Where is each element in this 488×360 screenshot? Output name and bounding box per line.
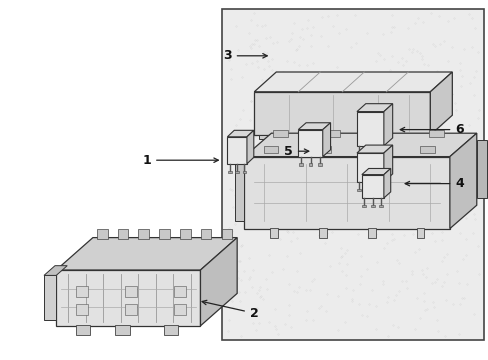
Bar xyxy=(367,146,382,153)
Bar xyxy=(242,171,246,173)
Polygon shape xyxy=(244,133,476,157)
Bar xyxy=(357,189,361,191)
Bar xyxy=(163,325,178,335)
Text: 6: 6 xyxy=(400,123,463,136)
Bar xyxy=(428,130,443,137)
Bar xyxy=(76,325,90,335)
Polygon shape xyxy=(227,137,246,164)
Bar xyxy=(419,146,434,153)
Bar xyxy=(221,229,232,239)
Bar xyxy=(315,146,330,153)
Polygon shape xyxy=(361,175,383,198)
Bar xyxy=(76,304,88,315)
Polygon shape xyxy=(383,168,390,198)
Polygon shape xyxy=(476,140,486,198)
Bar xyxy=(117,229,128,239)
Bar xyxy=(97,229,107,239)
Polygon shape xyxy=(44,275,56,320)
Bar xyxy=(416,228,424,238)
Polygon shape xyxy=(356,104,392,112)
Bar xyxy=(138,229,149,239)
Polygon shape xyxy=(244,157,449,229)
Text: 5: 5 xyxy=(284,145,308,158)
Polygon shape xyxy=(254,92,429,135)
Bar xyxy=(269,228,277,238)
Polygon shape xyxy=(361,168,390,175)
Bar xyxy=(263,146,278,153)
Bar xyxy=(76,286,88,297)
Polygon shape xyxy=(356,145,392,153)
Bar xyxy=(379,205,383,207)
Text: 2: 2 xyxy=(202,300,258,320)
Bar xyxy=(200,229,211,239)
Polygon shape xyxy=(200,238,237,326)
Bar xyxy=(173,286,185,297)
Bar xyxy=(115,325,129,335)
Bar xyxy=(368,153,372,155)
Bar xyxy=(379,189,383,191)
Polygon shape xyxy=(227,130,253,137)
Polygon shape xyxy=(383,104,392,146)
Polygon shape xyxy=(298,130,322,157)
Polygon shape xyxy=(298,123,330,130)
Bar xyxy=(318,228,326,238)
Text: 3: 3 xyxy=(223,49,266,62)
Bar xyxy=(357,153,361,155)
Bar xyxy=(235,171,239,173)
Bar xyxy=(377,130,391,137)
Polygon shape xyxy=(246,130,253,164)
Bar xyxy=(180,229,190,239)
Polygon shape xyxy=(356,112,383,146)
Bar xyxy=(124,286,137,297)
Bar xyxy=(124,304,137,315)
Bar xyxy=(379,153,383,155)
Bar xyxy=(159,229,170,239)
Bar xyxy=(368,189,372,191)
Bar xyxy=(308,163,312,166)
Bar xyxy=(325,130,339,137)
Bar xyxy=(298,163,302,166)
Text: 4: 4 xyxy=(405,177,463,190)
Polygon shape xyxy=(56,238,237,270)
Bar xyxy=(362,205,366,207)
Bar xyxy=(259,135,429,139)
Polygon shape xyxy=(356,153,383,182)
Polygon shape xyxy=(44,266,67,275)
Polygon shape xyxy=(449,133,476,229)
Bar xyxy=(227,171,231,173)
Polygon shape xyxy=(254,72,451,92)
Polygon shape xyxy=(429,72,451,135)
Polygon shape xyxy=(322,123,330,157)
Bar xyxy=(222,9,483,340)
Bar xyxy=(367,228,375,238)
Bar xyxy=(173,304,185,315)
Polygon shape xyxy=(56,270,200,326)
Bar xyxy=(272,130,287,137)
Text: 1: 1 xyxy=(142,154,218,167)
Bar xyxy=(318,163,322,166)
Bar xyxy=(370,205,374,207)
Polygon shape xyxy=(383,145,392,182)
Polygon shape xyxy=(234,164,244,221)
